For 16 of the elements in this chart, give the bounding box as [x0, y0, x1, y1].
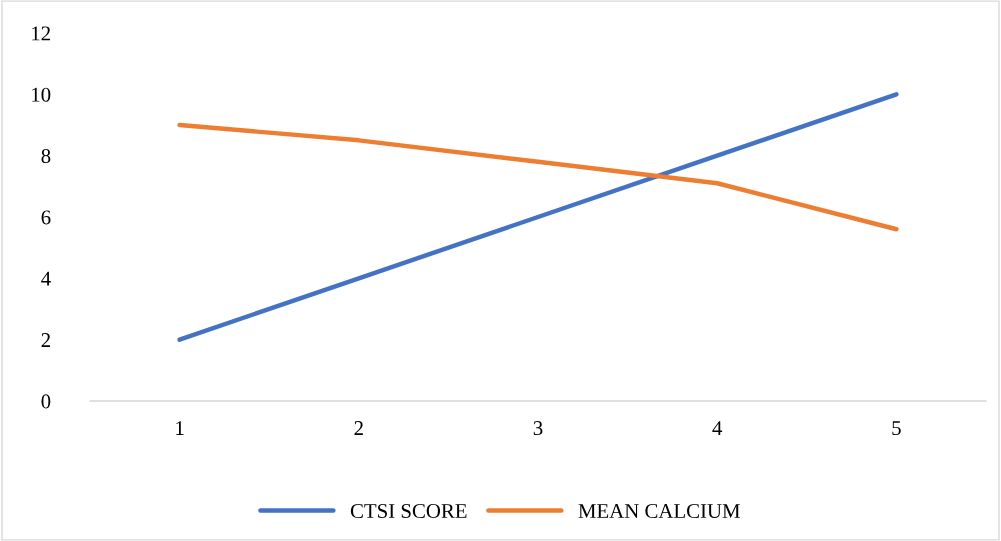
y-tick-label: 10 — [32, 87, 51, 102]
y-tick-label: 4 — [41, 271, 51, 286]
legend-label: CTSI SCORE — [350, 504, 467, 519]
legend-label: MEAN CALCIUM — [578, 504, 740, 519]
y-tick-label: 8 — [41, 149, 51, 164]
x-tick-label: 5 — [892, 421, 901, 436]
y-tick-label: 2 — [41, 333, 50, 347]
line-series — [177, 92, 899, 342]
x-tick-label: 2 — [354, 421, 363, 435]
line-series — [177, 122, 899, 232]
x-tick-label: 4 — [712, 421, 723, 435]
y-tick-label: 6 — [41, 210, 51, 225]
y-tick-label: 0 — [41, 394, 51, 409]
x-tick-label: 3 — [533, 421, 543, 436]
x-tick-label: 1 — [176, 421, 184, 435]
y-tick-label: 12 — [32, 26, 50, 41]
